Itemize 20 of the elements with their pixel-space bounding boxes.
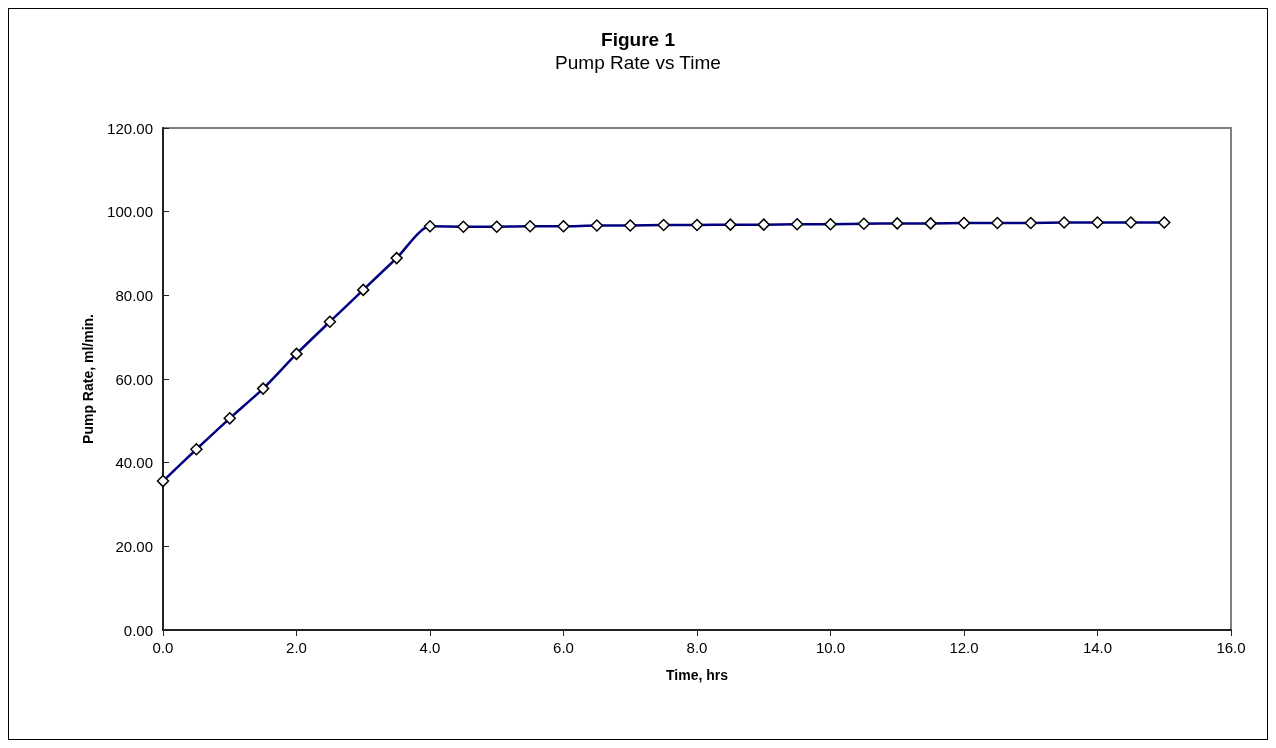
- x-tick-label: 4.0: [419, 639, 441, 656]
- x-tick-label: 6.0: [553, 639, 574, 656]
- y-tick-label: 60.00: [115, 370, 153, 388]
- y-tick-label: 40.00: [115, 454, 153, 472]
- y-tick-label: 120.00: [107, 119, 153, 137]
- x-tick-label: 8.0: [686, 639, 708, 656]
- y-tick-label: 20.00: [115, 537, 153, 555]
- y-tick-label: 80.00: [115, 286, 153, 304]
- x-tick-label: 16.0: [1216, 639, 1246, 656]
- chart-subtitle: Pump Rate vs Time: [555, 52, 721, 73]
- x-tick-label: 14.0: [1082, 639, 1113, 656]
- y-axis-title: Pump Rate, ml/min.: [80, 314, 96, 444]
- x-tick-label: 10.0: [815, 639, 846, 656]
- y-tick-label: 100.00: [107, 203, 153, 221]
- x-axis-title: Time, hrs: [666, 667, 729, 683]
- x-tick-label: 0.0: [152, 639, 174, 656]
- y-tick-label: 0.00: [123, 621, 153, 639]
- chart-title: Figure 1: [601, 29, 676, 50]
- x-tick-label: 2.0: [286, 639, 307, 656]
- x-tick-label: 12.0: [949, 639, 979, 656]
